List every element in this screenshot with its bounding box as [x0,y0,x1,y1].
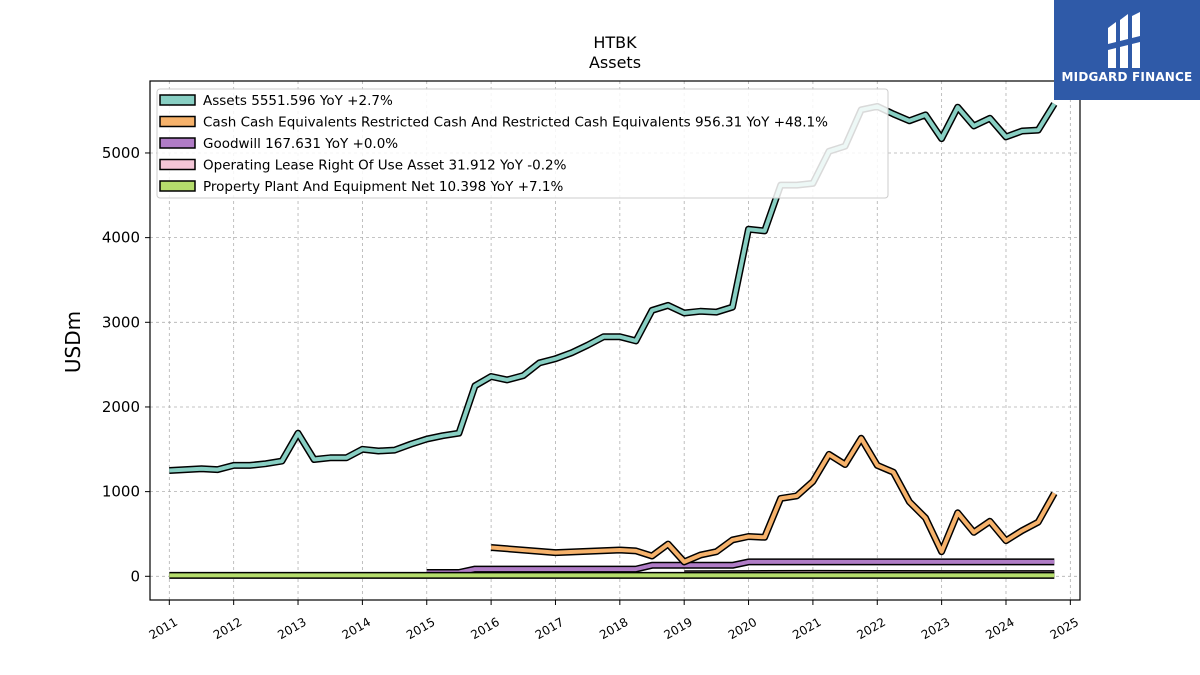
x-tick-label: 2016 [468,615,501,642]
legend-swatch [159,115,196,128]
legend-swatch [159,137,196,149]
logo-mark-icon [1108,12,1140,68]
series-1 [490,434,1058,566]
legend: Assets 5551.596 YoY +2.7% Cash Cash Equiv… [156,88,889,199]
x-tick-label: 2012 [211,615,244,642]
legend-entry: Cash Cash Equivalents Restricted Cash An… [203,115,828,131]
legend-entry: Assets 5551.596 YoY +2.7% [203,93,393,109]
y-tick-label: 4000 [102,229,140,247]
x-tick-label: 2014 [340,615,373,642]
y-tick-label: 5000 [102,144,140,162]
x-tick-label: 2018 [597,615,630,642]
x-tick-label: 2013 [275,615,308,642]
x-tick-label: 2015 [404,615,437,642]
chart-subtitle: Assets [589,53,641,72]
legend-swatch [159,180,196,192]
series-line [169,102,1057,473]
legend-entry: Operating Lease Right Of Use Asset 31.91… [203,158,567,174]
x-tick-label: 2024 [983,615,1016,642]
legend-entry: Goodwill 167.631 YoY +0.0% [203,136,398,152]
series-2 [426,558,1055,576]
series-0 [169,102,1058,474]
x-tick-label: 2023 [919,615,952,642]
y-tick-label: 0 [130,567,140,585]
series-line-outline [490,434,1058,566]
y-axis-label: USDm [61,311,85,373]
midgard-finance-logo: MIDGARD FINANCE [1054,0,1200,100]
y-tick-label: 2000 [102,398,140,416]
x-tick-label: 2025 [1048,615,1081,642]
series-layer [169,102,1058,579]
x-tick-label: 2020 [726,615,759,642]
y-tick-label: 3000 [102,313,140,331]
x-tick-label: 2017 [533,615,566,642]
x-tick-label: 2011 [147,615,180,642]
x-tick-label: 2021 [790,615,823,642]
logo-text: MIDGARD FINANCE [1061,70,1193,84]
x-tick-label: 2019 [661,615,694,642]
x-tick-label: 2022 [855,615,888,642]
y-tick-label: 1000 [102,483,140,501]
legend-frame [156,88,889,199]
series-line [426,559,1055,575]
chart-title: HTBK [593,33,637,52]
legend-swatch [159,158,196,171]
series-line [490,436,1057,564]
legend-entry: Property Plant And Equipment Net 10.398 … [203,179,563,195]
legend-swatch [159,94,196,106]
plot-frame [149,80,1081,601]
